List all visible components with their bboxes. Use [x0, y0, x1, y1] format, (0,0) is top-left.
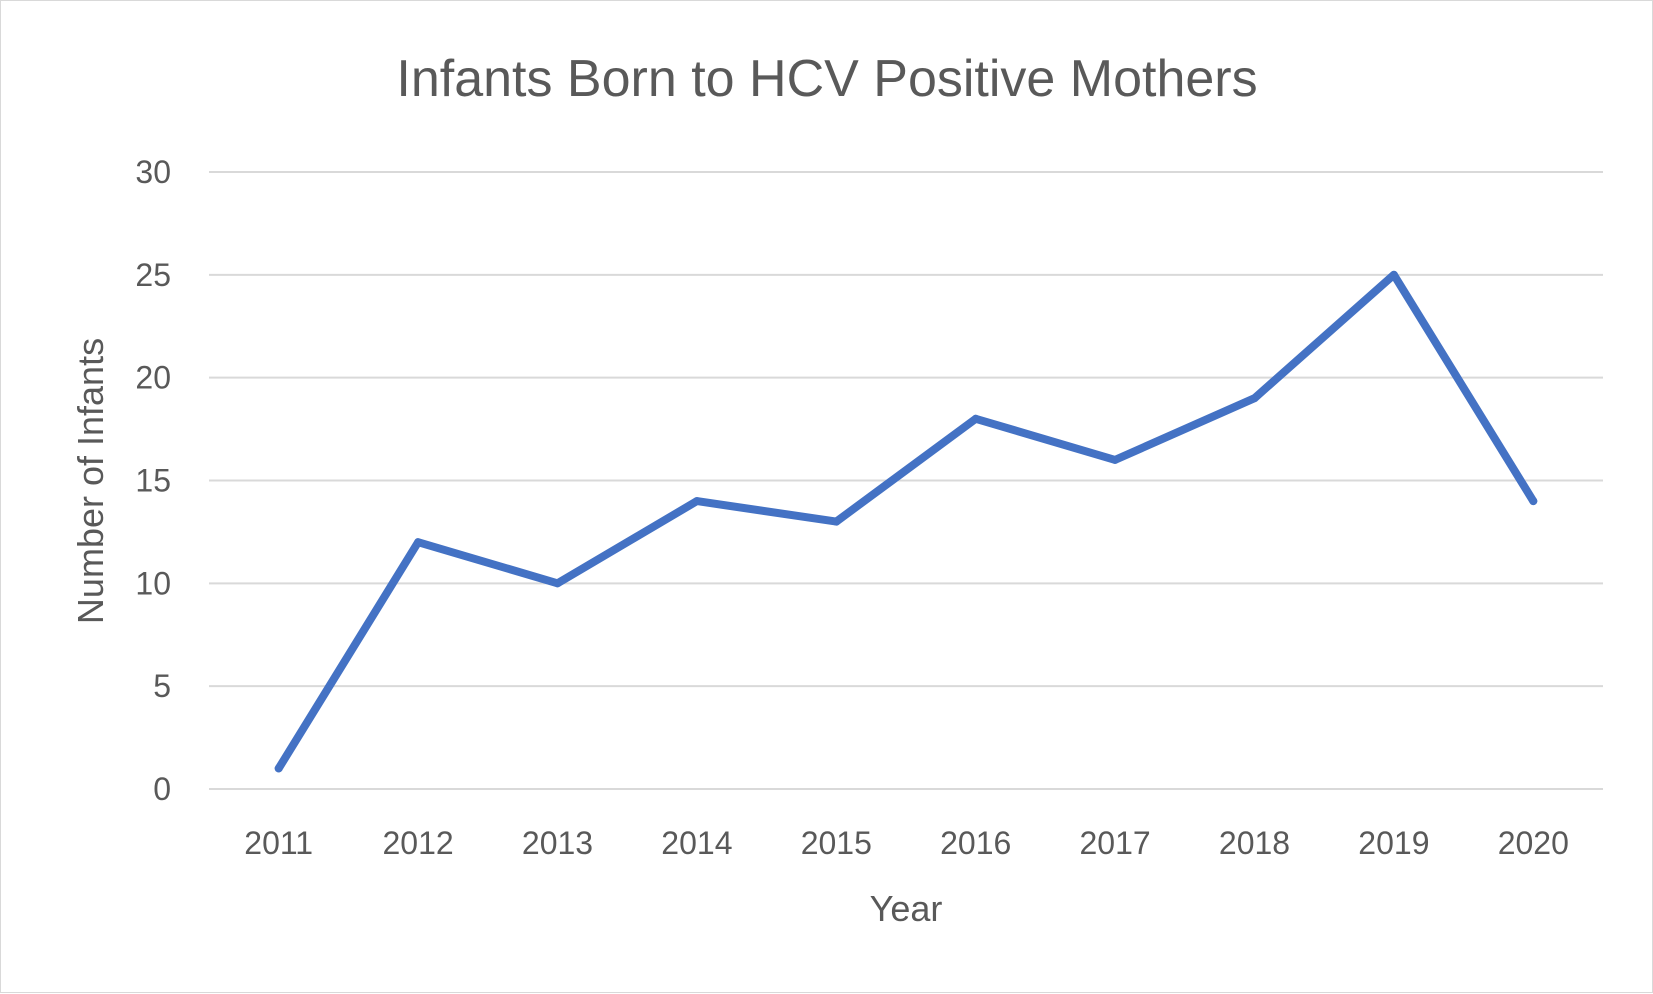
data-point-2016	[971, 414, 980, 423]
y-tick-label: 30	[135, 154, 171, 190]
y-tick-label: 0	[153, 771, 171, 807]
data-point-2015	[832, 517, 841, 526]
y-tick-label: 15	[135, 463, 171, 499]
x-tick-label: 2017	[1080, 825, 1151, 861]
x-tick-label: 2019	[1358, 825, 1429, 861]
data-point-2011	[274, 764, 283, 773]
x-tick-label: 2018	[1219, 825, 1290, 861]
y-tick-label: 5	[153, 668, 171, 704]
x-axis-title: Year	[870, 888, 943, 929]
x-tick-label: 2015	[801, 825, 872, 861]
chart-title: Infants Born to HCV Positive Mothers	[396, 50, 1257, 108]
x-tick-label: 2016	[940, 825, 1011, 861]
x-axis-tick-labels: 2011 2012 2013 2014 2015 2016 2017 2018 2019 2020	[244, 825, 1569, 861]
x-tick-label: 2011	[244, 825, 313, 861]
data-point-2018	[1250, 394, 1259, 403]
data-point-2019	[1389, 270, 1398, 279]
y-tick-label: 10	[135, 565, 171, 601]
y-tick-label: 25	[135, 257, 171, 293]
y-tick-label: 20	[135, 360, 171, 396]
data-point-2012	[414, 538, 423, 547]
data-point-2017	[1111, 455, 1120, 464]
series-line	[274, 270, 1538, 773]
gridlines	[209, 171, 1603, 790]
y-axis-title: Number of Infants	[70, 338, 111, 624]
x-tick-label: 2012	[383, 825, 454, 861]
x-tick-label: 2020	[1498, 825, 1569, 861]
x-tick-label: 2014	[661, 825, 732, 861]
data-point-2013	[553, 579, 562, 588]
series-layer	[274, 270, 1538, 773]
data-point-2014	[692, 497, 701, 506]
y-axis-tick-labels: 0 5 10 15 20 25 30	[135, 154, 171, 807]
data-point-2020	[1529, 497, 1538, 506]
x-tick-label: 2013	[522, 825, 593, 861]
